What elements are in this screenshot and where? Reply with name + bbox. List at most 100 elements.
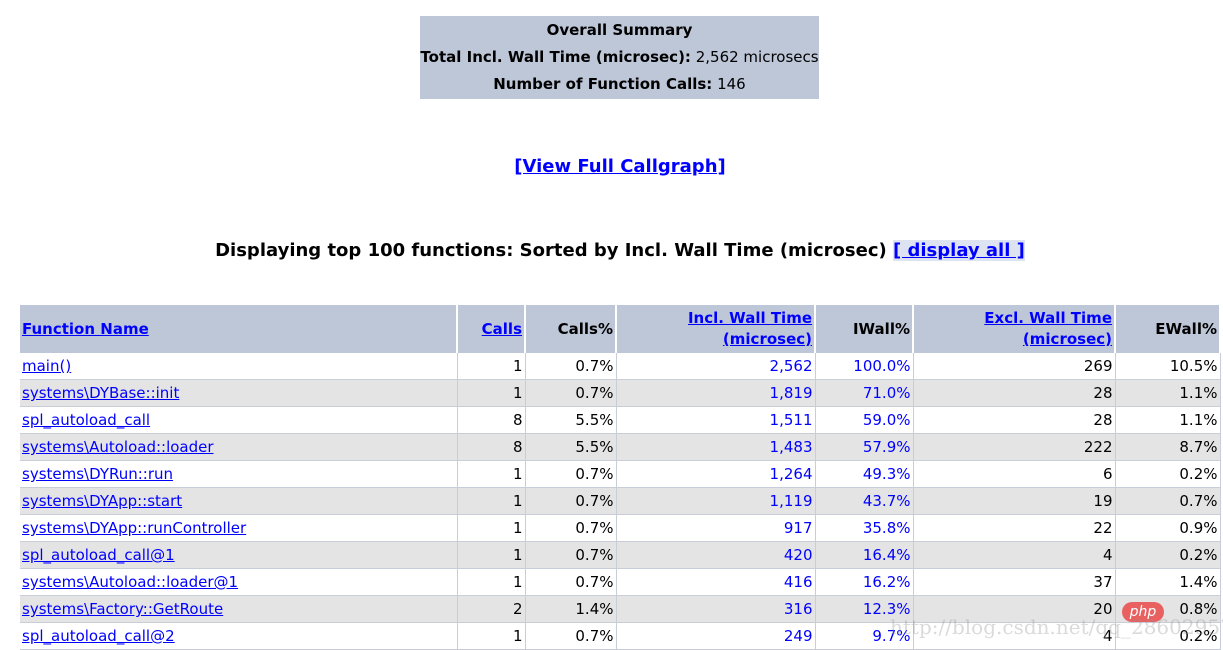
header-incl-wall: Incl. Wall Time (microsec) bbox=[616, 305, 816, 353]
cell-calls: 1 bbox=[457, 568, 526, 596]
table-row: systems\DYRun::run 1 0.7% 1,264 49.3% 6 0.2% bbox=[20, 460, 1221, 488]
cell-iwall-pct: 59.0% bbox=[815, 406, 914, 434]
cell-iwall-pct: 71.0% bbox=[815, 379, 914, 407]
cell-calls: 2 bbox=[457, 595, 526, 623]
cell-excl-wall-time: 28 bbox=[913, 379, 1116, 407]
cell-ewall-pct: 8.7% bbox=[1115, 433, 1221, 461]
table-row: spl_autoload_call@2 1 0.7% 249 9.7% 4 0.2% bbox=[20, 622, 1221, 650]
cell-incl-wall-time: 1,511 bbox=[616, 406, 816, 434]
overall-summary: Overall Summary Total Incl. Wall Time (m… bbox=[420, 16, 819, 99]
cell-function-name: systems\Autoload::loader bbox=[20, 433, 458, 461]
header-calls: Calls bbox=[457, 305, 526, 353]
wall-time-label: Total Incl. Wall Time (microsec): bbox=[420, 48, 691, 66]
cell-function-name: systems\DYApp::runController bbox=[20, 514, 458, 542]
cell-excl-wall-time: 37 bbox=[913, 568, 1116, 596]
cell-iwall-pct: 9.7% bbox=[815, 622, 914, 650]
cell-excl-wall-time: 4 bbox=[913, 541, 1116, 569]
function-link[interactable]: systems\Factory::GetRoute bbox=[22, 600, 224, 618]
cell-calls: 8 bbox=[457, 406, 526, 434]
cell-incl-wall-time: 1,483 bbox=[616, 433, 816, 461]
cell-excl-wall-time: 4 bbox=[913, 622, 1116, 650]
cell-calls-pct: 5.5% bbox=[525, 406, 617, 434]
cell-excl-wall-time: 28 bbox=[913, 406, 1116, 434]
header-excl-wall: Excl. Wall Time (microsec) bbox=[913, 305, 1116, 353]
cell-iwall-pct: 57.9% bbox=[815, 433, 914, 461]
header-ewall-pct: EWall% bbox=[1115, 305, 1221, 353]
table-row: systems\DYBase::init 1 0.7% 1,819 71.0% 28 1.1… bbox=[20, 379, 1221, 407]
cell-function-name: systems\DYBase::init bbox=[20, 379, 458, 407]
cell-excl-wall-time: 20 bbox=[913, 595, 1116, 623]
cell-function-name: spl_autoload_call@1 bbox=[20, 541, 458, 569]
display-heading: Displaying top 100 functions: Sorted by … bbox=[215, 240, 887, 261]
cell-excl-wall-time: 19 bbox=[913, 487, 1116, 515]
cell-ewall-pct: 0.2% bbox=[1115, 622, 1221, 650]
cell-excl-wall-time: 6 bbox=[913, 460, 1116, 488]
table-row: systems\DYApp::runController 1 0.7% 917 35.8… bbox=[20, 514, 1221, 542]
cell-ewall-pct: 1.1% bbox=[1115, 379, 1221, 407]
display-all-link[interactable]: [ display all ] bbox=[893, 240, 1025, 261]
cell-calls: 1 bbox=[457, 514, 526, 542]
cell-function-name: spl_autoload_call bbox=[20, 406, 458, 434]
function-link[interactable]: systems\Autoload::loader bbox=[22, 438, 214, 456]
function-link[interactable]: spl_autoload_call@2 bbox=[22, 627, 175, 645]
cell-ewall-pct: 0.2% bbox=[1115, 541, 1221, 569]
function-link[interactable]: systems\DYBase::init bbox=[22, 384, 180, 402]
cell-excl-wall-time: 22 bbox=[913, 514, 1116, 542]
cell-ewall-pct: 0.9% bbox=[1115, 514, 1221, 542]
cell-iwall-pct: 43.7% bbox=[815, 487, 914, 515]
cell-calls-pct: 1.4% bbox=[525, 595, 617, 623]
cell-function-name: spl_autoload_call@2 bbox=[20, 622, 458, 650]
cell-function-name: systems\DYRun::run bbox=[20, 460, 458, 488]
function-link[interactable]: systems\DYRun::run bbox=[22, 465, 174, 483]
cell-calls-pct: 0.7% bbox=[525, 487, 617, 515]
cell-calls-pct: 5.5% bbox=[525, 433, 617, 461]
cell-function-name: systems\Autoload::loader@1 bbox=[20, 568, 458, 596]
cell-incl-wall-time: 2,562 bbox=[616, 353, 816, 380]
cell-calls-pct: 0.7% bbox=[525, 379, 617, 407]
cell-calls: 1 bbox=[457, 541, 526, 569]
cell-ewall-pct: 0.2% bbox=[1115, 460, 1221, 488]
header-iwall-pct: IWall% bbox=[815, 305, 914, 353]
cell-ewall-pct: 1.1% bbox=[1115, 406, 1221, 434]
cell-calls: 1 bbox=[457, 460, 526, 488]
function-link[interactable]: spl_autoload_call bbox=[22, 411, 151, 429]
function-link[interactable]: main() bbox=[22, 357, 72, 375]
cell-iwall-pct: 16.2% bbox=[815, 568, 914, 596]
cell-iwall-pct: 49.3% bbox=[815, 460, 914, 488]
cell-incl-wall-time: 1,264 bbox=[616, 460, 816, 488]
php-logo: php bbox=[1122, 602, 1164, 622]
cell-incl-wall-time: 917 bbox=[616, 514, 816, 542]
cell-incl-wall-time: 416 bbox=[616, 568, 816, 596]
summary-title: Overall Summary bbox=[546, 21, 693, 39]
calls-label: Number of Function Calls: bbox=[493, 75, 713, 93]
function-link[interactable]: systems\DYApp::runController bbox=[22, 519, 247, 537]
cell-ewall-pct: 10.5% bbox=[1115, 353, 1221, 380]
cell-function-name: main() bbox=[20, 353, 458, 380]
cell-calls-pct: 0.7% bbox=[525, 460, 617, 488]
cell-incl-wall-time: 249 bbox=[616, 622, 816, 650]
cell-calls-pct: 0.7% bbox=[525, 541, 617, 569]
cell-iwall-pct: 100.0% bbox=[815, 353, 914, 380]
function-link[interactable]: systems\Autoload::loader@1 bbox=[22, 573, 239, 591]
cell-incl-wall-time: 316 bbox=[616, 595, 816, 623]
cell-iwall-pct: 12.3% bbox=[815, 595, 914, 623]
cell-ewall-pct: 0.7% bbox=[1115, 487, 1221, 515]
cell-calls: 1 bbox=[457, 622, 526, 650]
function-link[interactable]: spl_autoload_call@1 bbox=[22, 546, 175, 564]
table-row: main() 1 0.7% 2,562 100.0% 269 10.5% bbox=[20, 353, 1221, 380]
view-callgraph-link[interactable]: [View Full Callgraph] bbox=[514, 156, 726, 177]
cell-incl-wall-time: 1,819 bbox=[616, 379, 816, 407]
header-function-name: Function Name bbox=[20, 305, 458, 353]
cell-incl-wall-time: 420 bbox=[616, 541, 816, 569]
table-row: systems\Autoload::loader@1 1 0.7% 416 16.2% 3… bbox=[20, 568, 1221, 596]
cell-excl-wall-time: 269 bbox=[913, 353, 1116, 380]
table-row: systems\Autoload::loader 8 5.5% 1,483 57.9% 2… bbox=[20, 433, 1221, 461]
cell-calls-pct: 0.7% bbox=[525, 622, 617, 650]
cell-calls: 1 bbox=[457, 353, 526, 380]
calls-value: 146 bbox=[717, 75, 746, 93]
function-link[interactable]: systems\DYApp::start bbox=[22, 492, 183, 510]
wall-time-value: 2,562 microsecs bbox=[695, 48, 819, 66]
functions-table: Function Name Calls Calls% Incl. Wall Ti… bbox=[20, 305, 1221, 650]
table-row: spl_autoload_call 8 5.5% 1,511 59.0% 28 1.1% bbox=[20, 406, 1221, 434]
cell-calls-pct: 0.7% bbox=[525, 514, 617, 542]
